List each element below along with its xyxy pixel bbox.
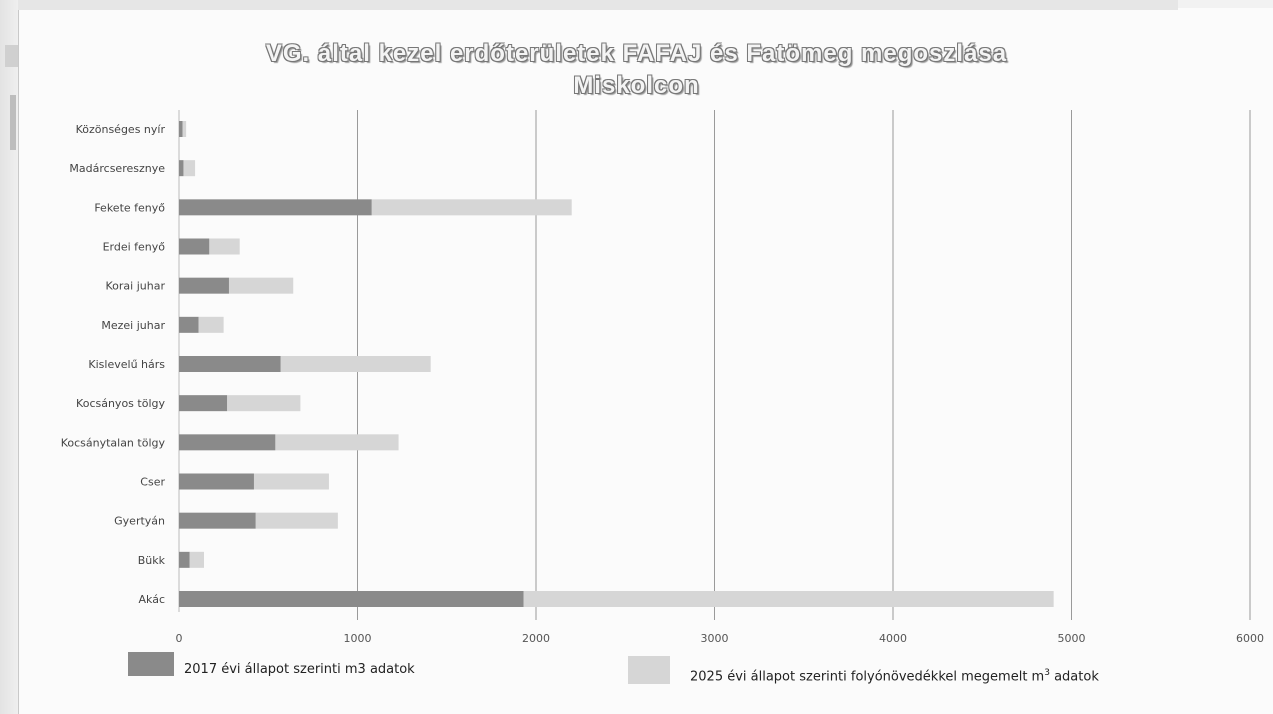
bar-segment-series-2	[523, 591, 1054, 607]
category-label: Fekete fenyő	[94, 201, 165, 214]
category-label: Cser	[140, 476, 165, 489]
category-label: Akác	[139, 593, 166, 606]
bar-segment-series-2	[253, 473, 329, 490]
legend-swatch-2017	[128, 652, 174, 676]
bar-segment-series-2	[275, 434, 399, 451]
bar-segment-series-1	[179, 316, 199, 333]
category-label: Kocsányos tölgy	[76, 397, 165, 410]
bar-segment-series-2	[183, 160, 196, 177]
legend-label-2025-sup: 3	[1044, 668, 1050, 678]
bar-segment-series-2	[227, 395, 301, 412]
bar-segment-series-1	[179, 512, 256, 529]
x-tick-label: 6000	[1236, 632, 1264, 645]
legend-label-2017-text: 2017 évi állapot szerinti m3 adatok	[184, 662, 415, 677]
bar-segment-series-1	[179, 160, 184, 177]
scan-edge-top	[18, 0, 1178, 10]
legend-label-2025: 2025 évi állapot szerinti folyónövedékke…	[690, 668, 1099, 684]
bar-segment-series-2	[228, 277, 294, 294]
chart-title: VG. által kezel erdőterületek FAFAJ és F…	[265, 40, 1008, 67]
bar-segment-series-1	[179, 473, 254, 490]
scan-edge	[0, 0, 18, 714]
bar-segment-series-1	[179, 551, 190, 568]
bar-segment-series-2	[209, 238, 240, 255]
bar-segment-series-2	[280, 356, 431, 372]
bar-segment-series-2	[182, 121, 187, 137]
bar-segment-series-1	[179, 591, 524, 607]
x-tick-label: 1000	[344, 632, 372, 645]
bar-segment-series-1	[179, 199, 372, 216]
bar-segment-series-1	[179, 434, 276, 451]
bar-segment-series-2	[189, 551, 204, 568]
scan-mark	[10, 95, 16, 150]
x-tick-label: 3000	[701, 632, 729, 645]
category-label: Kocsánytalan tölgy	[61, 436, 166, 449]
category-label: Közönséges nyír	[76, 123, 166, 136]
chart-title-line2: Miskolcon	[573, 72, 700, 99]
x-tick-label: 0	[176, 632, 183, 645]
legend-label-2017: 2017 évi állapot szerinti m3 adatok	[184, 662, 415, 677]
bar-segment-series-2	[371, 199, 572, 216]
legend-swatch-2025	[628, 656, 670, 684]
bar-segment-series-2	[255, 512, 338, 529]
scan-mark	[5, 45, 19, 67]
bar-segment-series-1	[179, 395, 228, 412]
bar-segment-series-1	[179, 121, 183, 137]
bar-segment-series-1	[179, 356, 281, 372]
category-label: Korai juhar	[106, 280, 166, 293]
category-label: Gyertyán	[114, 515, 165, 528]
x-tick-label: 2000	[522, 632, 550, 645]
bar-segment-series-1	[179, 238, 210, 255]
category-label: Bükk	[138, 554, 166, 567]
bar-segment-series-2	[198, 316, 224, 333]
bar-segment-series-1	[179, 277, 229, 294]
legend-label-2025-text: 2025 évi állapot szerinti folyónövedékke…	[690, 669, 1045, 685]
x-tick-label: 5000	[1058, 632, 1086, 645]
category-label: Erdei fenyő	[103, 241, 166, 254]
category-label: Mezei juhar	[101, 319, 165, 332]
legend-label-2025-suffix: adatok	[1049, 669, 1099, 685]
x-tick-label: 4000	[879, 632, 907, 645]
category-label: Madárcseresznye	[69, 162, 165, 175]
category-label: Kislevelű hárs	[88, 358, 165, 371]
